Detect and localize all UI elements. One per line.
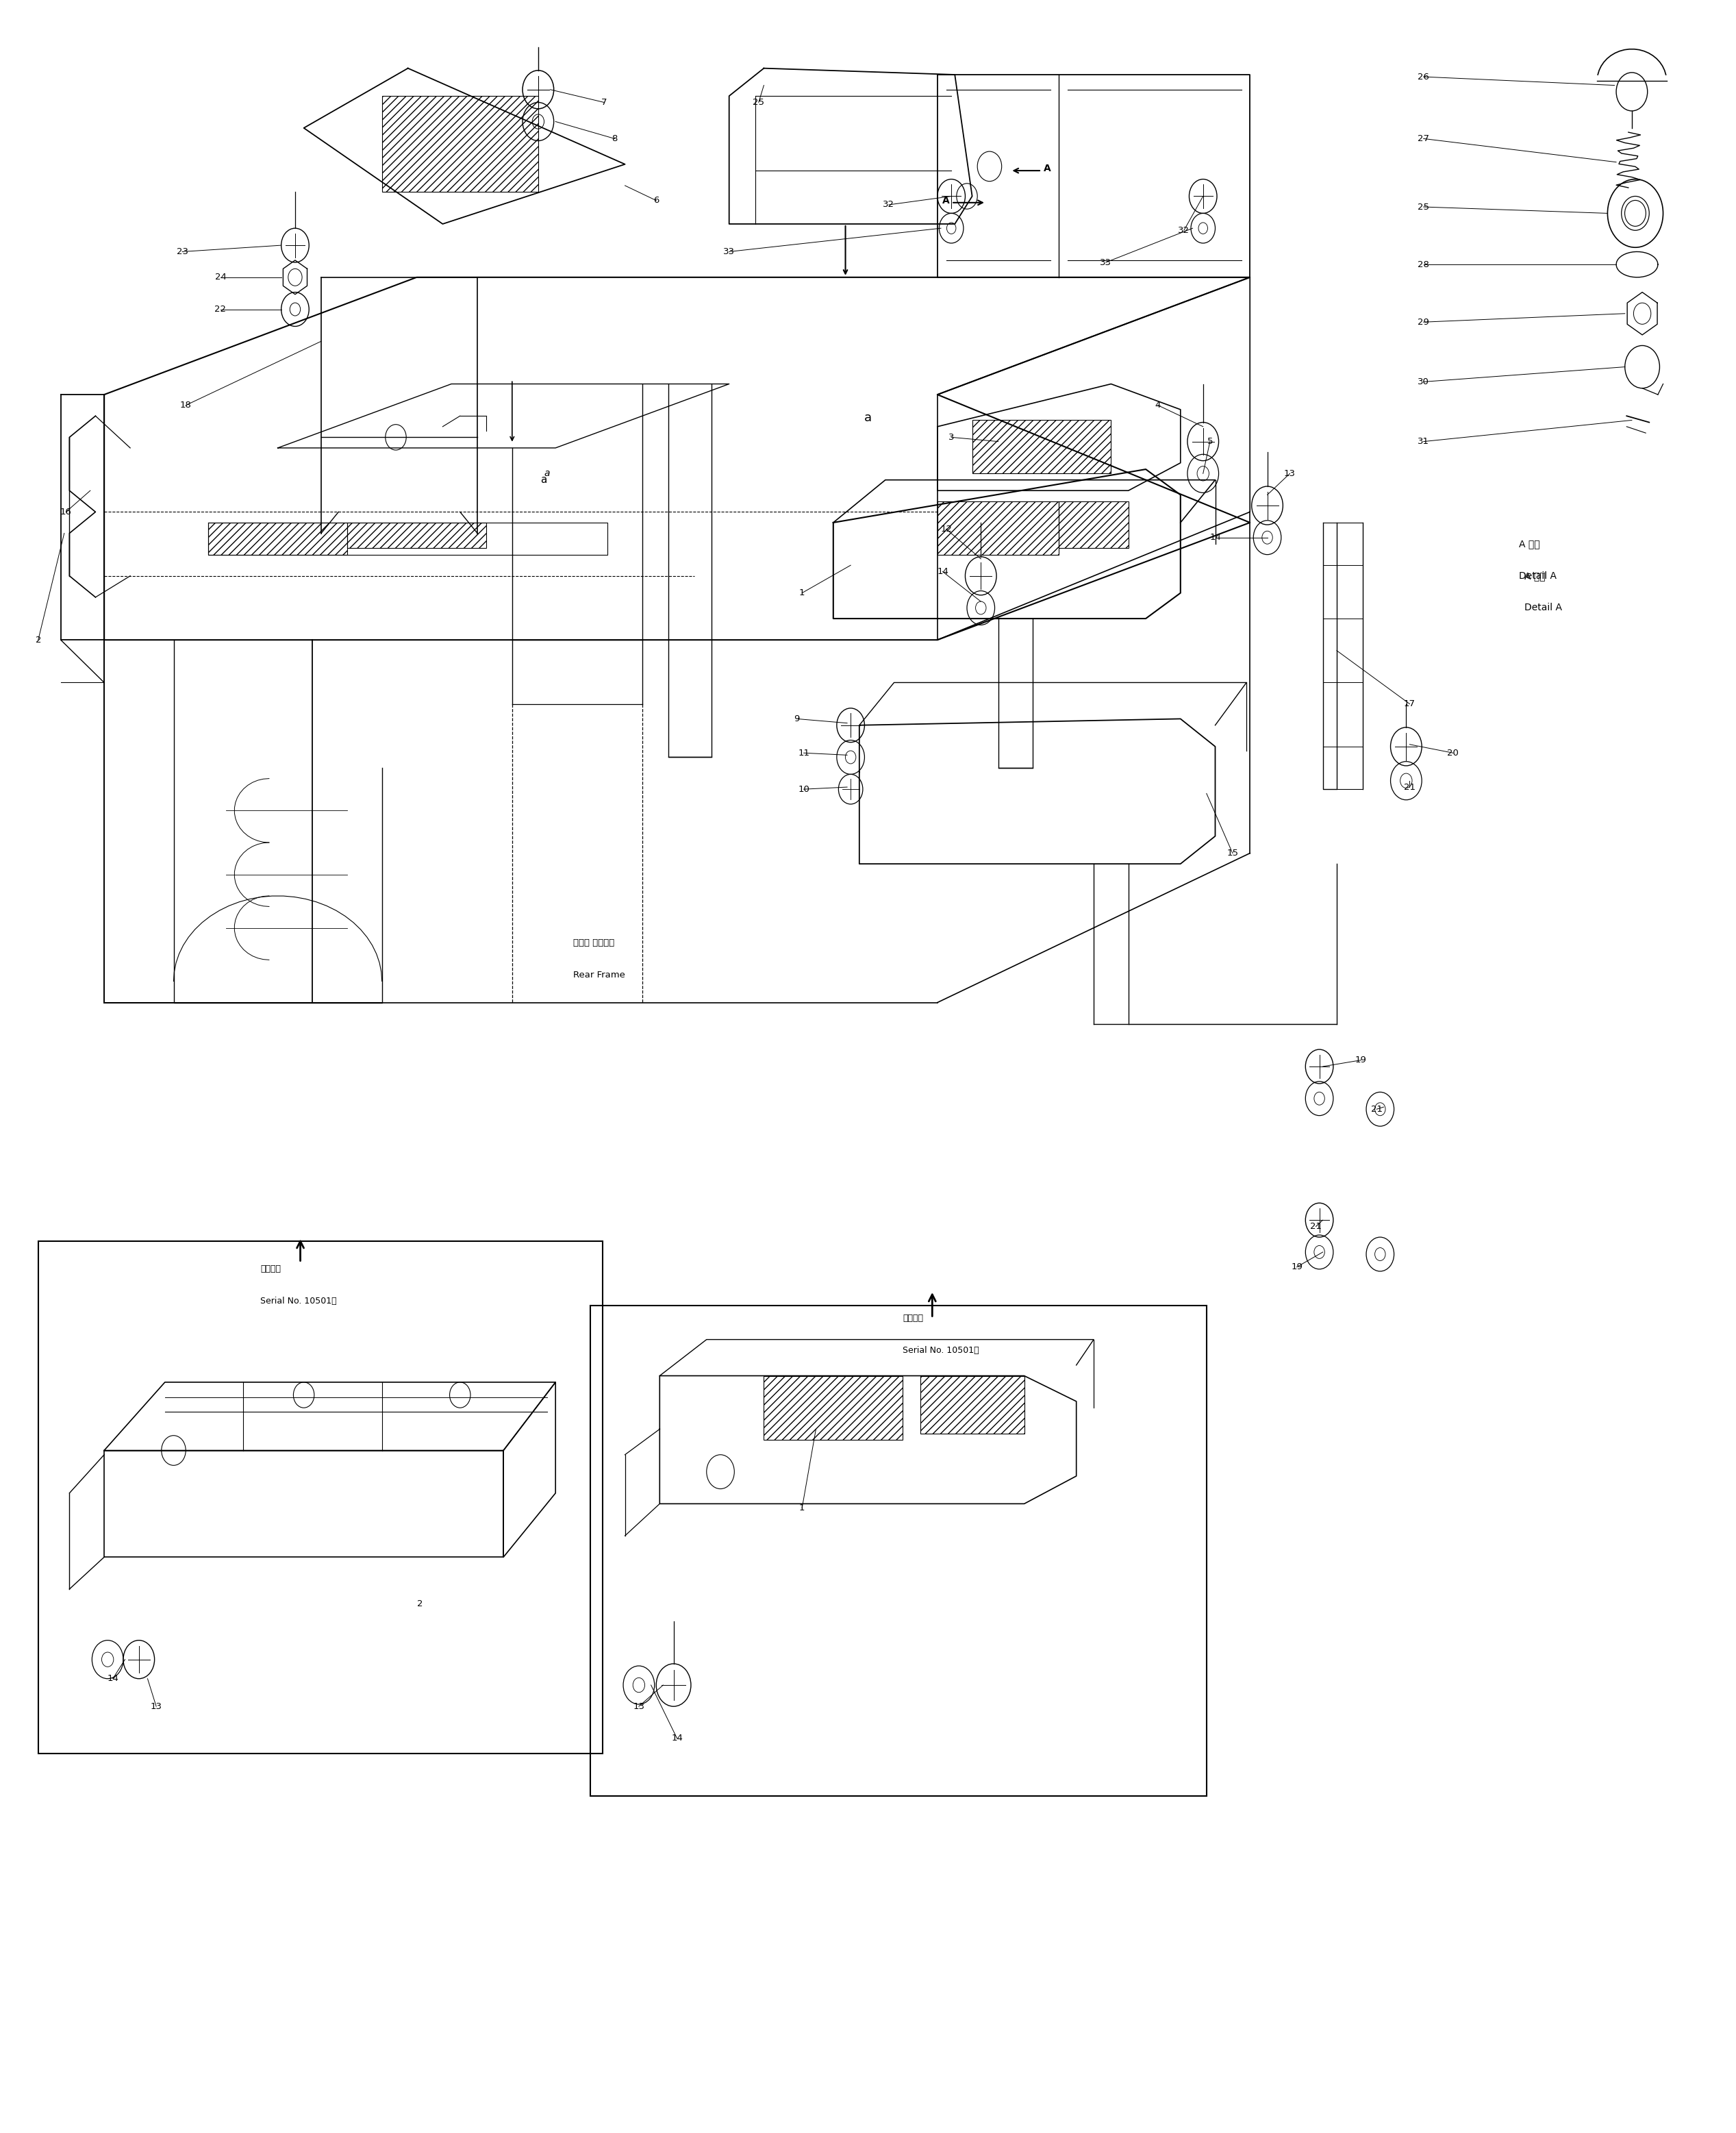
Text: 21: 21 <box>1404 783 1415 791</box>
Text: 33: 33 <box>724 247 734 256</box>
Text: 10: 10 <box>799 785 809 793</box>
Text: 11: 11 <box>799 749 809 757</box>
Text: Serial No. 10501～: Serial No. 10501～ <box>903 1346 979 1354</box>
Text: 3: 3 <box>948 433 955 442</box>
Text: a: a <box>540 476 547 484</box>
Bar <box>347 523 486 548</box>
Text: 9: 9 <box>793 715 800 723</box>
Text: 適用号機: 適用号機 <box>903 1314 924 1322</box>
Text: a: a <box>865 412 871 424</box>
Text: 1: 1 <box>799 1504 806 1512</box>
Text: 25: 25 <box>1418 203 1429 211</box>
Text: Serial No. 10501～: Serial No. 10501～ <box>260 1297 337 1305</box>
Text: Detail A: Detail A <box>1524 604 1562 612</box>
Text: Detail A: Detail A <box>1519 572 1557 580</box>
Text: a: a <box>543 469 550 478</box>
Text: 2: 2 <box>417 1600 424 1608</box>
Text: 23: 23 <box>177 247 187 256</box>
Text: 32: 32 <box>884 201 894 209</box>
Text: 5: 5 <box>1207 437 1213 446</box>
Bar <box>382 96 538 192</box>
Text: A 詳細: A 詳細 <box>1519 540 1540 548</box>
Text: 4: 4 <box>1154 401 1161 410</box>
Text: 17: 17 <box>1404 700 1415 708</box>
Text: 12: 12 <box>941 525 951 533</box>
Bar <box>208 523 347 555</box>
Text: 30: 30 <box>1418 378 1429 386</box>
Text: 26: 26 <box>1418 73 1429 81</box>
Text: 33: 33 <box>1101 258 1111 267</box>
Text: 22: 22 <box>215 305 226 314</box>
Text: 13: 13 <box>151 1702 161 1711</box>
Text: 19: 19 <box>1356 1056 1366 1064</box>
Text: 適用号機: 適用号機 <box>260 1265 281 1273</box>
Text: 25: 25 <box>753 98 764 107</box>
Text: 14: 14 <box>937 567 948 576</box>
Text: 32: 32 <box>1179 226 1189 235</box>
Text: 19: 19 <box>1292 1263 1302 1271</box>
Text: 1: 1 <box>799 589 806 597</box>
Text: 7: 7 <box>601 98 608 107</box>
Text: 27: 27 <box>1418 134 1429 143</box>
Bar <box>590 1305 1207 1796</box>
Text: A: A <box>943 196 950 205</box>
Text: 21: 21 <box>1371 1105 1382 1113</box>
Bar <box>937 501 1059 555</box>
Text: 16: 16 <box>61 508 71 516</box>
Bar <box>38 1241 602 1753</box>
Text: リヤー フレーム: リヤー フレーム <box>573 939 615 947</box>
Text: 14: 14 <box>672 1734 682 1743</box>
Bar <box>1059 501 1128 548</box>
Text: 14: 14 <box>1210 533 1220 542</box>
Text: 21: 21 <box>1311 1222 1321 1231</box>
Text: A 詳細: A 詳細 <box>1524 572 1545 580</box>
Text: 8: 8 <box>611 134 618 143</box>
Text: 15: 15 <box>1227 849 1238 857</box>
Text: 14: 14 <box>108 1674 118 1683</box>
Text: 6: 6 <box>653 196 660 205</box>
Text: 29: 29 <box>1418 318 1429 326</box>
Text: Rear Frame: Rear Frame <box>573 971 625 979</box>
Text: 2: 2 <box>35 636 42 644</box>
Text: 20: 20 <box>1448 749 1458 757</box>
Text: 24: 24 <box>215 273 226 282</box>
Bar <box>764 1376 903 1440</box>
Text: A: A <box>1043 164 1050 173</box>
Text: 28: 28 <box>1418 260 1429 269</box>
Text: 13: 13 <box>1285 469 1295 478</box>
Text: 18: 18 <box>181 401 191 410</box>
Text: 13: 13 <box>634 1702 644 1711</box>
Text: 31: 31 <box>1418 437 1429 446</box>
Bar <box>972 420 1111 474</box>
Bar <box>920 1376 1024 1433</box>
